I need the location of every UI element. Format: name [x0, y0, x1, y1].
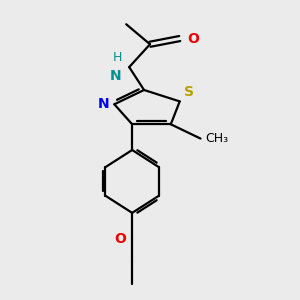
- Text: O: O: [114, 232, 126, 246]
- Text: N: N: [110, 69, 122, 83]
- Text: N: N: [98, 97, 110, 111]
- Text: S: S: [184, 85, 194, 99]
- Text: H: H: [112, 51, 122, 64]
- Text: CH₃: CH₃: [205, 132, 228, 145]
- Text: O: O: [187, 32, 199, 46]
